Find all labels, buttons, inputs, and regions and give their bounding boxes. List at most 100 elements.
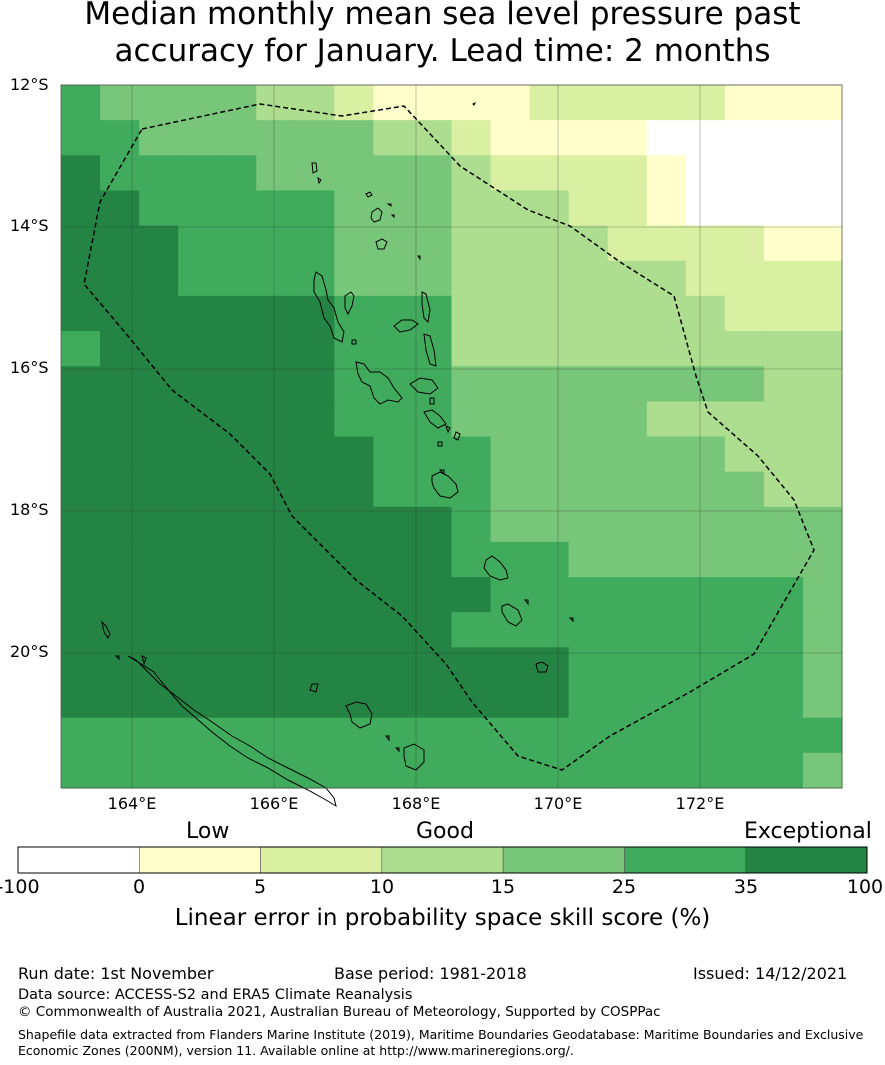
grid-cell bbox=[61, 120, 101, 156]
grid-cell bbox=[100, 647, 140, 684]
title-line-1: Median monthly mean sea level pressure p… bbox=[84, 0, 801, 32]
grid-cell bbox=[334, 366, 374, 402]
grid-cell bbox=[529, 471, 570, 508]
grid-cell bbox=[607, 612, 648, 648]
grid-cell bbox=[373, 120, 414, 156]
grid-cell bbox=[295, 682, 335, 719]
grid-cell bbox=[100, 401, 140, 438]
grid-cell bbox=[295, 471, 335, 508]
island-pentecost bbox=[423, 333, 437, 367]
grid-cell bbox=[295, 436, 335, 473]
colorbar-segment bbox=[624, 846, 747, 874]
grid-cell bbox=[451, 120, 492, 156]
grid-cell bbox=[763, 577, 804, 613]
copyright: © Commonwealth of Australia 2021, Austra… bbox=[18, 1004, 661, 1020]
grid-cell bbox=[451, 506, 492, 543]
grid-cell bbox=[685, 366, 726, 402]
island-efate bbox=[431, 471, 459, 499]
grid-cell bbox=[451, 331, 492, 367]
grid-cell bbox=[373, 717, 414, 754]
grid-cell bbox=[295, 155, 335, 192]
grid-cell bbox=[724, 155, 765, 192]
grid-cell bbox=[256, 155, 296, 192]
grid-cell bbox=[802, 436, 843, 473]
grid-cell bbox=[763, 120, 804, 156]
grid-cell bbox=[568, 717, 609, 754]
grid-cell bbox=[61, 85, 101, 121]
island-espiritu-mota bbox=[370, 207, 383, 223]
grid-cell bbox=[217, 506, 257, 543]
grid-cell bbox=[139, 155, 179, 192]
grid-cell bbox=[451, 295, 492, 332]
grid-cell bbox=[61, 436, 101, 473]
grid-cell bbox=[724, 647, 765, 684]
colorbar-tick-5: 5 bbox=[253, 876, 267, 898]
colorbar-tick-10: 10 bbox=[369, 876, 395, 898]
grid-cell bbox=[100, 506, 140, 543]
grid-cell bbox=[763, 85, 804, 121]
grid-cell bbox=[178, 85, 218, 121]
grid-cell bbox=[217, 331, 257, 367]
grid-cell bbox=[568, 541, 609, 578]
grid-cell bbox=[763, 155, 804, 192]
grid-cell bbox=[412, 577, 453, 613]
grid-cell bbox=[139, 752, 179, 789]
grid-cell bbox=[568, 190, 609, 227]
grid-cell bbox=[334, 682, 374, 719]
grid-cell bbox=[529, 577, 570, 613]
island-vanua-lava bbox=[311, 162, 322, 185]
grid-cell bbox=[373, 190, 414, 227]
grid-cell bbox=[802, 647, 843, 684]
grid-cell bbox=[568, 85, 609, 121]
category-low: Low bbox=[186, 819, 230, 844]
grid-cell bbox=[568, 260, 609, 297]
grid-cell bbox=[529, 190, 570, 227]
grid-cell bbox=[334, 752, 374, 789]
grid-cell bbox=[178, 401, 218, 438]
grid-cell bbox=[178, 717, 218, 754]
grid-cell bbox=[763, 647, 804, 684]
grid-cell bbox=[451, 225, 492, 262]
grid-cell bbox=[802, 260, 843, 297]
grid-cell bbox=[568, 225, 609, 262]
grid-cell bbox=[100, 366, 140, 402]
grid-cell bbox=[178, 577, 218, 613]
grid-cell bbox=[412, 506, 453, 543]
grid-cell bbox=[412, 436, 453, 473]
data-source: Data source: ACCESS-S2 and ERA5 Climate … bbox=[18, 987, 413, 1003]
grid-cell bbox=[217, 190, 257, 227]
island-small-1 bbox=[351, 339, 357, 345]
grid-cell bbox=[607, 717, 648, 754]
grid-cell bbox=[724, 401, 765, 438]
grid-cell bbox=[256, 471, 296, 508]
grid-cell bbox=[724, 612, 765, 648]
grid-cell bbox=[724, 752, 765, 789]
grid-cell bbox=[373, 155, 414, 192]
islands bbox=[101, 101, 574, 808]
grid-cell bbox=[451, 401, 492, 438]
grid-cell bbox=[607, 647, 648, 684]
grid-cell bbox=[139, 506, 179, 543]
grid-cell bbox=[373, 471, 414, 508]
grid-cell bbox=[295, 331, 335, 367]
grid-cell bbox=[646, 401, 687, 438]
grid-cell bbox=[412, 260, 453, 297]
grid-cell bbox=[295, 295, 335, 332]
grid-cell bbox=[685, 752, 726, 789]
colorbar-tick-15: 15 bbox=[490, 876, 516, 898]
grid-cell bbox=[256, 401, 296, 438]
grid-cell bbox=[646, 155, 687, 192]
island-lifou bbox=[345, 701, 373, 729]
grid-cell bbox=[61, 752, 101, 789]
grid-cell bbox=[139, 190, 179, 227]
chart-title: Median monthly mean sea level pressure p… bbox=[0, 0, 885, 70]
island-ambae-small bbox=[375, 238, 388, 250]
grid-cell bbox=[490, 366, 531, 402]
grid-cell bbox=[490, 331, 531, 367]
island-erromango bbox=[483, 555, 509, 581]
grid-cell bbox=[646, 85, 687, 121]
grid-cell bbox=[61, 260, 101, 297]
issued-date: Issued: 14/12/2021 bbox=[693, 964, 848, 983]
grid-cell bbox=[529, 506, 570, 543]
grid-cell bbox=[139, 366, 179, 402]
